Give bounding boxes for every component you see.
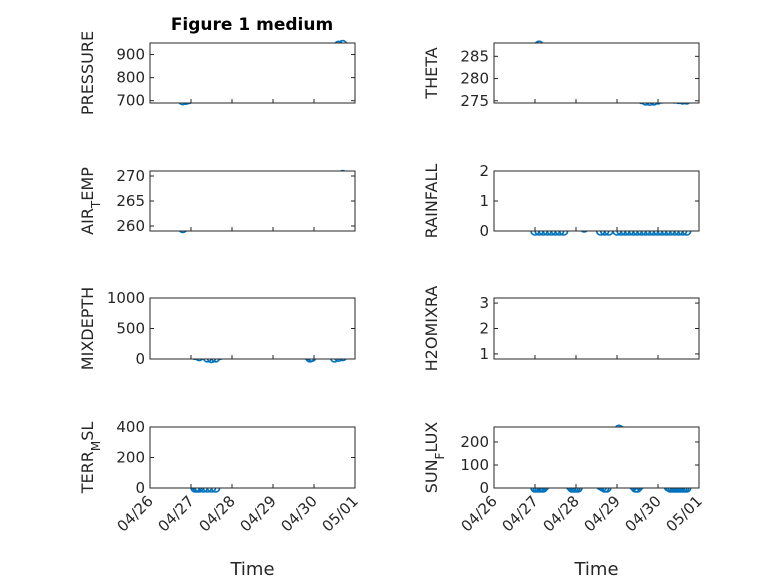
subplot-3: 260 265 270 AIRTEMP [78,167,356,235]
y-tick-label: 285 [460,47,489,65]
y-tick-label: 500 [116,320,145,338]
y-tick-label: 2 [479,320,489,338]
y-axis-label: AIRTEMP [78,167,103,235]
axes-frame [149,42,356,104]
y-tick-label: 0 [135,479,145,497]
subplot-4: 0 1 2 RAINFALL [422,162,700,240]
y-tick-label: 270 [116,167,145,185]
y-tick-label: 2 [479,162,489,180]
axes-frame [149,170,356,232]
y-tick-label: 0 [479,479,489,497]
y-tick-label: 265 [116,192,145,210]
y-tick-label: 275 [460,92,489,110]
subplot-6: 1 2 3 H2OMIXRA [422,286,700,372]
y-tick-label: 1 [479,192,489,210]
y-tick-label: 900 [116,46,145,64]
x-axis-label: Time [229,559,274,580]
y-axis-label: THETA [422,47,441,99]
y-axis-label: MIXDEPTH [78,287,97,370]
axes-frame [149,297,356,360]
y-tick-label: 280 [460,70,489,88]
subplot-5: 0 500 1000 MIXDEPTH [78,287,356,370]
y-axis-label: RAINFALL [422,164,441,239]
axes-frame [493,42,700,104]
subplot-2: 275 280 285 THETA [422,40,700,110]
figure-title: Figure 1 medium [171,15,333,35]
y-axis-label: TERRMSL [78,422,103,495]
y-tick-label: 200 [116,449,145,467]
y-axis-label: SUNFLUX [422,422,447,494]
axes-frame [493,170,700,232]
y-tick-label: 3 [479,294,489,312]
axes-frame [493,426,700,489]
y-tick-label: 800 [116,69,145,87]
y-tick-label: 1000 [107,289,145,307]
y-tick-label: 200 [460,433,489,451]
y-tick-label: 700 [116,92,145,110]
axes-frame [493,297,700,360]
subplot-1: 700 800 900 PRESSURE [78,31,356,115]
y-tick-label: 0 [135,350,145,368]
y-tick-label: 0 [479,222,489,240]
y-tick-label: 400 [116,418,145,436]
y-tick-label: 1 [479,345,489,363]
y-axis-label: H2OMIXRA [422,286,441,372]
x-axis-label: Time [573,559,618,580]
y-axis-label: PRESSURE [78,31,97,115]
y-tick-label: 260 [116,217,145,235]
axes-frame [149,426,356,489]
y-tick-label: 100 [460,456,489,474]
